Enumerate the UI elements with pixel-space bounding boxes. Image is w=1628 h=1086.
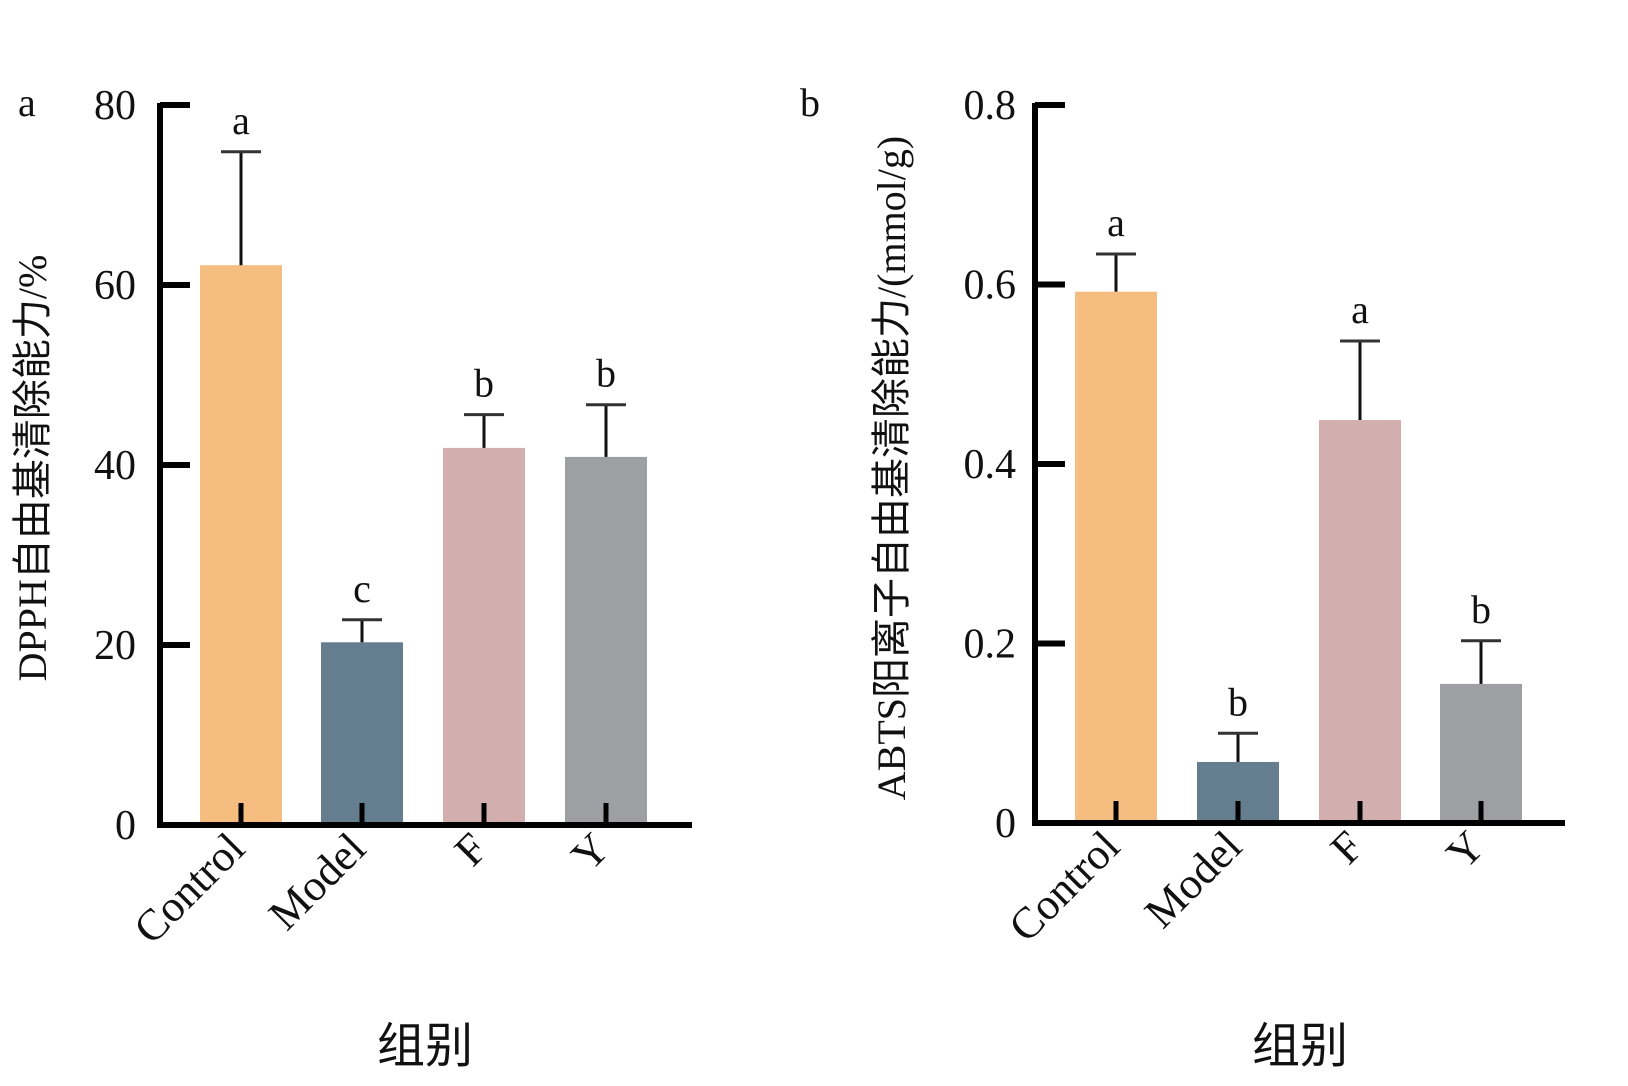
x-tick-label: Control bbox=[999, 821, 1129, 951]
panel-a: a DPPH自由基清除能力/% 组别 a c b b Control Model F Y 0 2… bbox=[10, 80, 692, 1073]
bar-f bbox=[443, 447, 525, 825]
x-tick-label: Y bbox=[562, 823, 619, 880]
panel-label: a bbox=[18, 80, 36, 125]
y-tick-label: 40 bbox=[94, 443, 136, 489]
x-tick-label: Model bbox=[1135, 821, 1251, 937]
bar-control bbox=[1075, 291, 1157, 823]
significance-label: b bbox=[596, 351, 616, 396]
significance-label: b bbox=[1228, 679, 1248, 724]
significance-label: a bbox=[232, 98, 250, 143]
x-tick-label: Y bbox=[1437, 821, 1494, 878]
significance-label: c bbox=[353, 566, 371, 611]
y-axis-label: ABTS阳离子自由基清除能力/(mmol/g) bbox=[869, 136, 914, 800]
y-tick-label: 80 bbox=[94, 83, 136, 129]
y-axis-label: DPPH自由基清除能力/% bbox=[10, 255, 55, 682]
bar-y bbox=[1440, 683, 1522, 823]
significance-label: b bbox=[1471, 587, 1491, 632]
bar-y bbox=[565, 456, 647, 825]
significance-label: b bbox=[474, 361, 494, 406]
y-tick-label: 0 bbox=[995, 801, 1016, 847]
bar-control bbox=[200, 265, 282, 825]
y-tick-label: 0.4 bbox=[964, 442, 1017, 488]
x-tick-label: F bbox=[445, 823, 497, 875]
x-tick-label: F bbox=[1321, 821, 1373, 873]
bar-model bbox=[321, 642, 403, 825]
significance-label: a bbox=[1107, 200, 1125, 245]
significance-label: a bbox=[1351, 287, 1369, 332]
y-tick-label: 0.6 bbox=[964, 263, 1017, 309]
x-tick-label: Model bbox=[259, 823, 375, 939]
y-tick-label: 0 bbox=[115, 803, 136, 849]
x-tick-label: Control bbox=[124, 823, 254, 953]
bar-f bbox=[1319, 420, 1401, 823]
y-tick-label: 0.8 bbox=[964, 83, 1017, 129]
x-axis-label: 组别 bbox=[1252, 1020, 1348, 1073]
y-tick-label: 60 bbox=[94, 263, 136, 309]
y-tick-label: 20 bbox=[94, 623, 136, 669]
panel-b: b ABTS阳离子自由基清除能力/(mmol/g) 组别 a b a b Contro… bbox=[800, 80, 1565, 1073]
y-tick-label: 0.2 bbox=[964, 622, 1017, 668]
x-axis-label: 组别 bbox=[377, 1020, 473, 1073]
panel-label: b bbox=[800, 80, 820, 125]
